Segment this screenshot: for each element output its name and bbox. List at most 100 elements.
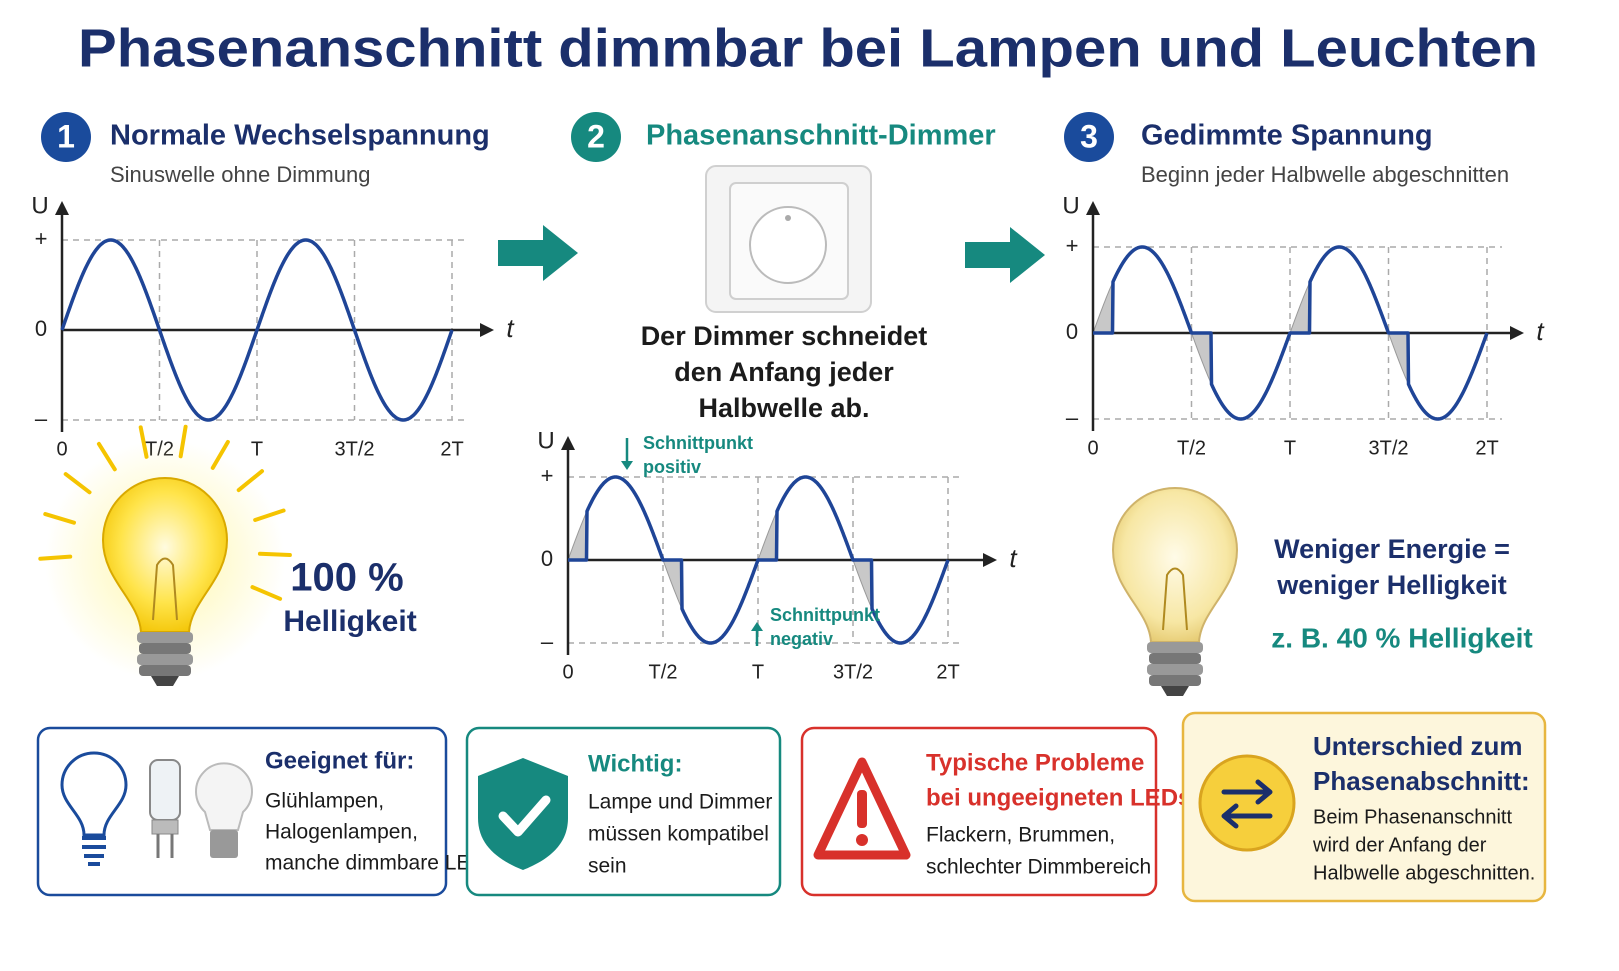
bulb-ray — [38, 554, 73, 561]
bulb-base — [1147, 642, 1203, 653]
icon-swap-arrows — [1221, 779, 1273, 829]
bulb-ray — [63, 472, 92, 495]
cut-area — [1190, 332, 1212, 383]
card-text: manche dimmbare LEDs — [265, 852, 496, 875]
bulb-ray — [257, 551, 292, 557]
bulb-ray — [43, 512, 77, 525]
icon-shield — [478, 758, 568, 870]
x-tick-label: 0 — [56, 438, 67, 460]
y-tick-label: 0 — [1066, 319, 1078, 344]
bulb-base — [139, 643, 191, 654]
cut-area — [567, 511, 588, 561]
icon-warning-bar — [857, 790, 867, 828]
dimmer-caption: Der Dimmer schneidet — [641, 321, 928, 351]
cut-area — [1092, 283, 1114, 334]
icon-led — [195, 762, 253, 831]
card-title: Unterschied zum — [1313, 731, 1523, 761]
x-tick-label: T — [1284, 437, 1296, 459]
card-text: wird der Anfang der — [1312, 834, 1487, 856]
card-text: schlechter Dimmbereich — [926, 856, 1151, 879]
y-tick-label: 0 — [35, 316, 47, 341]
x-tick-label: 3T/2 — [833, 661, 873, 683]
bulb-filament — [152, 557, 178, 621]
y-axis-arrow — [55, 201, 69, 215]
step-title: Normale Wechselspannung — [110, 120, 490, 152]
card-text: müssen kompatibel — [588, 823, 769, 846]
card-text: Glühlampen, — [265, 790, 384, 813]
bulb-base — [137, 654, 193, 665]
card-title: bei ungeeigneten LEDs: — [926, 784, 1199, 811]
dimmer-caption: den Anfang jeder — [674, 357, 894, 387]
step-number: 2 — [587, 118, 605, 154]
y-tick-label: + — [35, 226, 48, 251]
bulb-ray — [210, 439, 230, 470]
y-axis-label: U — [1062, 192, 1079, 219]
dimmer-caption: Halbwelle ab. — [698, 393, 869, 423]
icon-bulb-base — [82, 836, 106, 866]
waveform — [1091, 245, 1489, 421]
y-tick-label: – — [35, 406, 48, 431]
y-tick-label: – — [541, 629, 554, 654]
bulb-glass — [1111, 487, 1239, 643]
step-title: Phasenanschnitt-Dimmer — [646, 120, 996, 152]
icon-warning-dot — [856, 834, 868, 846]
waveform — [60, 238, 454, 422]
step-badge — [571, 112, 621, 162]
cut-area — [757, 511, 778, 561]
bulb-ray — [236, 469, 264, 493]
x-tick-label: 2T — [440, 438, 463, 460]
annotation: Schnittpunkt — [643, 433, 753, 453]
y-axis-label: U — [31, 192, 48, 219]
bulb-tip — [151, 676, 179, 686]
card-title: Geeignet für: — [265, 747, 414, 774]
brightness-label: Helligkeit — [283, 605, 416, 638]
y-tick-label: 0 — [541, 546, 553, 571]
icon-led-base — [210, 830, 238, 858]
icon-check — [498, 795, 551, 837]
card-text: sein — [588, 855, 627, 878]
brightness-value: 100 % — [290, 556, 403, 600]
y-tick-label: + — [541, 463, 554, 488]
card-text: Beim Phasenanschnitt — [1313, 806, 1512, 828]
x-axis-arrow — [1510, 326, 1524, 340]
x-tick-label: 2T — [1475, 437, 1498, 459]
bulb-ray — [96, 441, 117, 472]
y-axis-arrow — [561, 436, 575, 450]
bulb-base — [139, 665, 191, 676]
bulb-ray — [250, 585, 283, 601]
x-axis-arrow — [983, 553, 997, 567]
step-number: 1 — [57, 118, 75, 154]
card-text: Halogenlampen, — [265, 821, 418, 844]
card-text: Halbwelle abgeschnitten. — [1313, 862, 1535, 884]
icon-bulb — [60, 751, 128, 837]
icon-halogen-pins — [156, 834, 174, 858]
step-badge — [1064, 112, 1114, 162]
annotation: positiv — [643, 457, 701, 477]
card-text: Lampe und Dimmer — [588, 791, 772, 814]
bulb-glass — [101, 477, 229, 633]
step-title: Gedimmte Spannung — [1141, 120, 1433, 152]
card-title: Wichtig: — [588, 750, 682, 777]
x-tick-label: T — [752, 661, 764, 683]
x-tick-label: T/2 — [649, 661, 678, 683]
cut-area — [852, 559, 873, 609]
x-axis-label: t — [1536, 316, 1545, 346]
y-axis-arrow — [1086, 201, 1100, 215]
card-title: Phasenabschnitt: — [1313, 766, 1530, 796]
y-tick-label: + — [1066, 233, 1079, 258]
x-tick-label: T — [251, 438, 263, 460]
bulb-ray — [253, 508, 286, 522]
x-tick-label: T/2 — [1177, 437, 1206, 459]
x-tick-label: 0 — [562, 661, 573, 683]
x-tick-label: 3T/2 — [1368, 437, 1408, 459]
bulb-base — [137, 632, 193, 643]
title: Phasenanschnitt dimmbar bei Lampen und L… — [78, 18, 1538, 78]
icon-swap — [1198, 754, 1296, 852]
annotation-arrowhead — [621, 461, 633, 470]
step-subtitle: Beginn jeder Halbwelle abgeschnitten — [1141, 162, 1509, 187]
cut-area — [1387, 332, 1409, 383]
dimmed-text: Weniger Energie = — [1274, 534, 1510, 564]
bulb-tip — [1161, 686, 1189, 696]
bulb-ray — [178, 424, 188, 459]
bulb-base — [1149, 653, 1201, 664]
